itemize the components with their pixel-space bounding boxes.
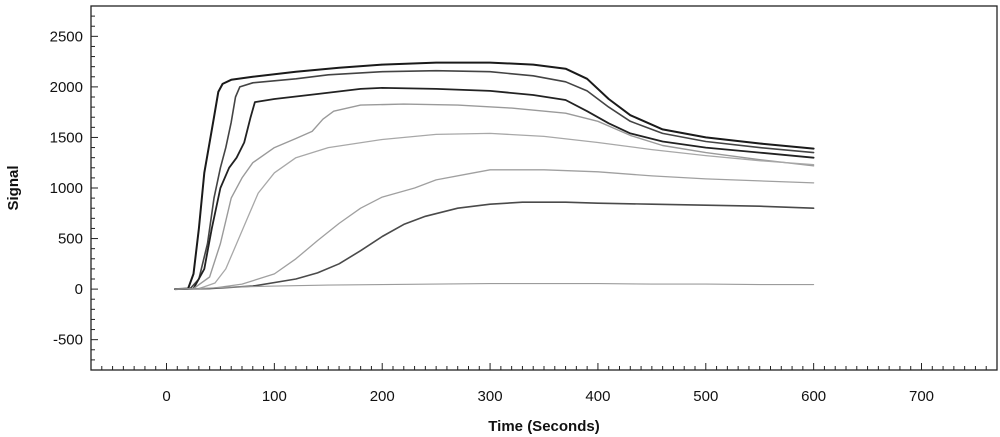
y-tick-label: 500 [58, 231, 83, 248]
series-line-4 [174, 103, 815, 290]
x-axis-title: Time (Seconds) [488, 418, 599, 435]
y-tick-label: 2000 [50, 79, 83, 96]
x-tick-label: 300 [478, 388, 503, 405]
y-tick-label: -500 [53, 332, 83, 349]
series-line-8 [174, 283, 815, 290]
y-tick-label: 1000 [50, 180, 83, 197]
x-tick-label: 600 [801, 388, 826, 405]
x-tick-label: 100 [262, 388, 287, 405]
series-line-3 [174, 87, 815, 290]
series-line-1 [174, 61, 815, 291]
y-tick-label: 0 [75, 281, 83, 298]
x-tick-label: 0 [162, 388, 170, 405]
x-tick-label: 500 [693, 388, 718, 405]
y-axis-ticks: -500 0 500 1000 1500 2000 2500 [50, 15, 98, 361]
y-tick-label: 2500 [50, 28, 83, 45]
x-tick-label: 400 [585, 388, 610, 405]
y-tick-label: 1500 [50, 129, 83, 146]
x-tick-label: 700 [909, 388, 934, 405]
y-axis-title: Signal [5, 165, 22, 210]
x-axis-ticks: 0 100 200 300 400 500 600 700 [101, 363, 987, 405]
x-tick-label: 200 [370, 388, 395, 405]
series-layer [174, 61, 815, 291]
series-line-2 [174, 69, 815, 290]
series-line-7 [174, 201, 815, 290]
series-line-6 [174, 169, 815, 290]
series-line-5 [174, 132, 815, 290]
plot-frame [90, 5, 998, 371]
